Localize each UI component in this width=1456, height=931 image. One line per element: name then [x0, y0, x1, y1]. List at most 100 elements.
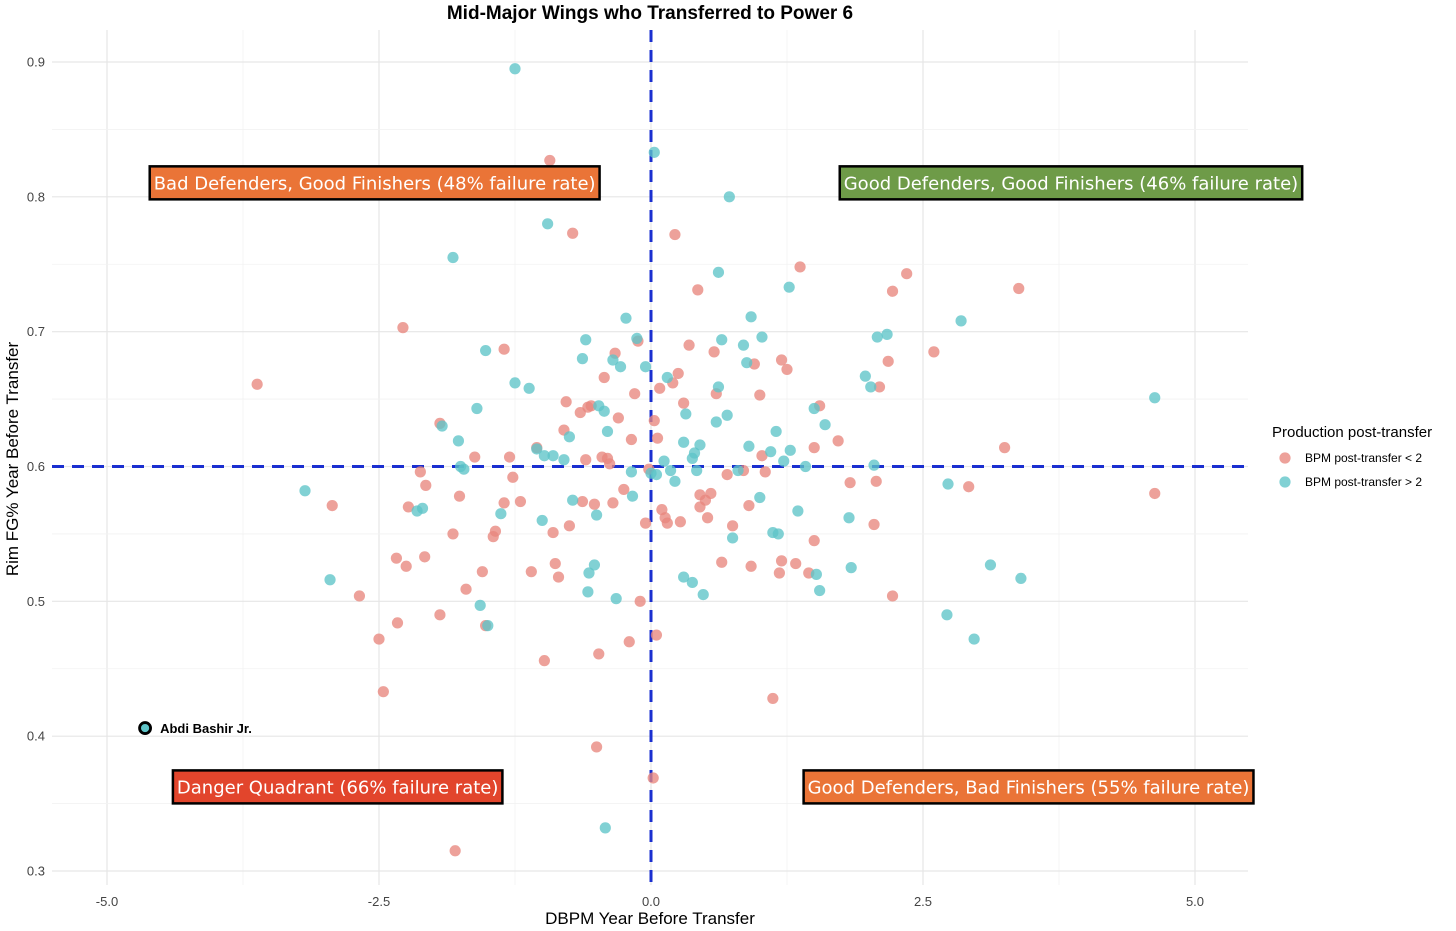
data-point [664, 464, 677, 477]
legend-swatch [1279, 452, 1291, 464]
data-point [672, 367, 684, 380]
data-point [544, 154, 556, 167]
data-point [373, 633, 385, 645]
data-point [402, 501, 414, 513]
x-tick-label: -5.0 [96, 894, 118, 909]
data-point [474, 599, 486, 611]
data-point [859, 370, 871, 382]
data-point [881, 328, 893, 340]
data-point [601, 425, 614, 438]
data-point [626, 490, 639, 502]
x-tick-label: 0.0 [642, 894, 660, 909]
data-point [712, 266, 725, 278]
data-point [419, 551, 431, 563]
data-point [955, 315, 967, 327]
data-point [650, 468, 663, 481]
data-point [686, 576, 698, 589]
series-bpm-over-2 [299, 63, 1161, 834]
data-point [865, 381, 877, 393]
quadrant-label-box [802, 769, 1255, 805]
data-point [778, 455, 790, 467]
data-point [705, 487, 717, 500]
y-tick-label: 0.6 [27, 459, 45, 474]
data-point [618, 483, 630, 496]
data-point [563, 431, 576, 443]
data-point [680, 408, 692, 420]
data-point [781, 363, 793, 376]
data-point [552, 571, 565, 583]
data-point [498, 497, 510, 509]
data-point [560, 396, 572, 408]
data-point [498, 343, 510, 355]
x-axis-label: DBPM Year Before Transfer [545, 909, 755, 928]
y-tick-label: 0.3 [27, 864, 45, 879]
quadrant-label-text: Good Defenders, Good Finishers (46% fail… [844, 173, 1298, 194]
data-point [882, 355, 894, 367]
data-point [625, 466, 638, 478]
data-point [691, 464, 703, 477]
data-point [391, 617, 404, 629]
data-point [377, 686, 389, 698]
y-axis-ticks: 0.3 0.4 0.5 0.6 0.7 0.8 0.9 [27, 55, 45, 879]
quadrant-label-text: Bad Defenders, Good Finishers (48% failu… [154, 173, 596, 194]
data-point [460, 583, 472, 595]
data-point [1013, 282, 1025, 295]
data-point [547, 450, 559, 462]
data-point [886, 590, 899, 602]
data-point [593, 648, 605, 660]
data-point [814, 584, 826, 597]
data-point [941, 609, 953, 621]
data-point [523, 382, 535, 394]
data-point [794, 261, 806, 273]
data-point [536, 514, 548, 527]
legend-title: Production post-transfer [1272, 424, 1432, 441]
data-point [756, 331, 768, 343]
data-point [694, 439, 706, 451]
data-point [819, 419, 831, 431]
data-point [390, 552, 403, 564]
data-point [901, 268, 913, 280]
data-point [580, 334, 592, 346]
data-point [928, 346, 940, 358]
data-point [591, 509, 603, 521]
data-point [845, 562, 857, 574]
data-point [634, 595, 646, 607]
legend-swatch [1279, 476, 1291, 488]
data-point [678, 436, 690, 448]
data-point [1149, 487, 1161, 500]
data-point [495, 508, 507, 520]
data-point [870, 475, 882, 487]
data-point [661, 371, 673, 384]
data-point [623, 636, 635, 648]
data-point [591, 741, 603, 753]
data-point [489, 525, 502, 537]
data-point [299, 485, 311, 497]
data-point [737, 339, 750, 351]
x-tick-label: 5.0 [1186, 894, 1204, 909]
highlight-label: Abdi Bashir Jr. [160, 721, 252, 736]
data-point [514, 495, 527, 508]
data-point [732, 464, 744, 477]
data-point [808, 402, 820, 415]
data-point [639, 361, 652, 373]
quadrant-label-box [838, 165, 1304, 201]
data-point [612, 412, 624, 424]
data-point [400, 560, 412, 572]
data-point [716, 334, 728, 346]
data-point [629, 388, 641, 400]
data-point [582, 586, 594, 598]
data-point [397, 322, 409, 334]
data-point [963, 481, 975, 493]
quadrant-label-text: Danger Quadrant (66% failure rate) [177, 777, 499, 798]
data-point [525, 566, 537, 578]
data-point [792, 505, 804, 517]
data-point [767, 692, 779, 705]
data-point [416, 502, 429, 514]
data-point [420, 479, 432, 491]
data-point [810, 568, 822, 580]
data-point [614, 361, 627, 373]
data-point [721, 409, 733, 421]
data-point [712, 381, 725, 393]
data-point [1149, 392, 1161, 404]
data-point [509, 377, 521, 389]
